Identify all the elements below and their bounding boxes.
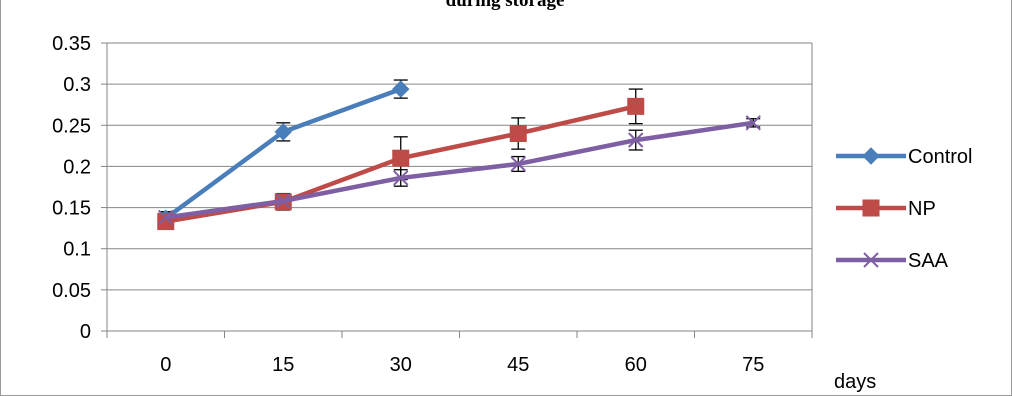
data-point-saa-45 xyxy=(510,156,526,172)
legend-label-np: NP xyxy=(908,198,936,220)
y-tick-label-0.2: 0.2 xyxy=(63,156,91,178)
x-tick-label-75: 75 xyxy=(742,354,764,376)
y-tick-label-0.05: 0.05 xyxy=(52,280,91,302)
legend-marker-control xyxy=(862,147,880,165)
data-point-saa-15 xyxy=(275,193,291,209)
x-axis-title: days xyxy=(834,371,876,393)
data-point-np-60 xyxy=(627,97,645,115)
data-point-saa-60 xyxy=(628,132,644,148)
axes xyxy=(101,42,813,338)
x-tick-label-60: 60 xyxy=(625,354,647,376)
legend: Control NP SAA xyxy=(836,146,972,272)
x-tick-label-15: 15 xyxy=(272,354,294,376)
series-line-saa xyxy=(165,120,754,220)
y-tick-label-0.3: 0.3 xyxy=(63,74,91,96)
x-tick-label-45: 45 xyxy=(507,354,529,376)
legend-label-control: Control xyxy=(908,146,972,168)
chart-title: during storage xyxy=(446,0,565,11)
x-tick-label-0: 0 xyxy=(160,354,171,376)
legend-item-saa: SAA xyxy=(836,250,949,272)
legend-marker-np xyxy=(862,199,880,217)
legend-label-saa: SAA xyxy=(908,250,949,272)
tick-labels: 0 0.05 0.1 0.15 0.2 0.25 0.3 0.35 0 15 30 45 60 75 xyxy=(52,33,764,376)
data-point-saa-0 xyxy=(158,209,174,226)
x-tick-label-30: 30 xyxy=(390,354,412,376)
data-point-np-45 xyxy=(509,125,527,143)
y-tick-label-0.1: 0.1 xyxy=(63,239,91,261)
legend-item-np: NP xyxy=(836,198,936,220)
y-tick-label-0.25: 0.25 xyxy=(52,115,91,137)
y-tick-label-0.15: 0.15 xyxy=(52,198,91,220)
legend-item-control: Control xyxy=(836,146,972,168)
data-point-control-30 xyxy=(392,80,410,98)
y-tick-label-0.35: 0.35 xyxy=(52,33,91,55)
data-point-saa-75 xyxy=(745,115,761,131)
grid-lines xyxy=(107,42,813,331)
legend-marker-saa xyxy=(863,252,879,268)
data-point-np-30 xyxy=(392,149,410,167)
data-point-saa-30 xyxy=(393,170,409,186)
data-point-control-15 xyxy=(274,123,292,141)
y-tick-label-0: 0 xyxy=(80,321,91,343)
series-lines xyxy=(157,80,761,231)
